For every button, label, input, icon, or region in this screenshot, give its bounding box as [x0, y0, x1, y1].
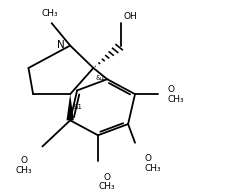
Text: &1: &1	[96, 75, 106, 82]
Text: N: N	[57, 40, 65, 50]
Text: O
CH₃: O CH₃	[168, 85, 184, 104]
Text: O
CH₃: O CH₃	[99, 173, 116, 191]
Text: CH₃: CH₃	[41, 9, 58, 19]
Polygon shape	[66, 94, 74, 120]
Text: O
CH₃: O CH₃	[16, 156, 32, 175]
Text: O
CH₃: O CH₃	[144, 154, 161, 173]
Text: OH: OH	[123, 12, 137, 21]
Text: &1: &1	[72, 104, 82, 110]
